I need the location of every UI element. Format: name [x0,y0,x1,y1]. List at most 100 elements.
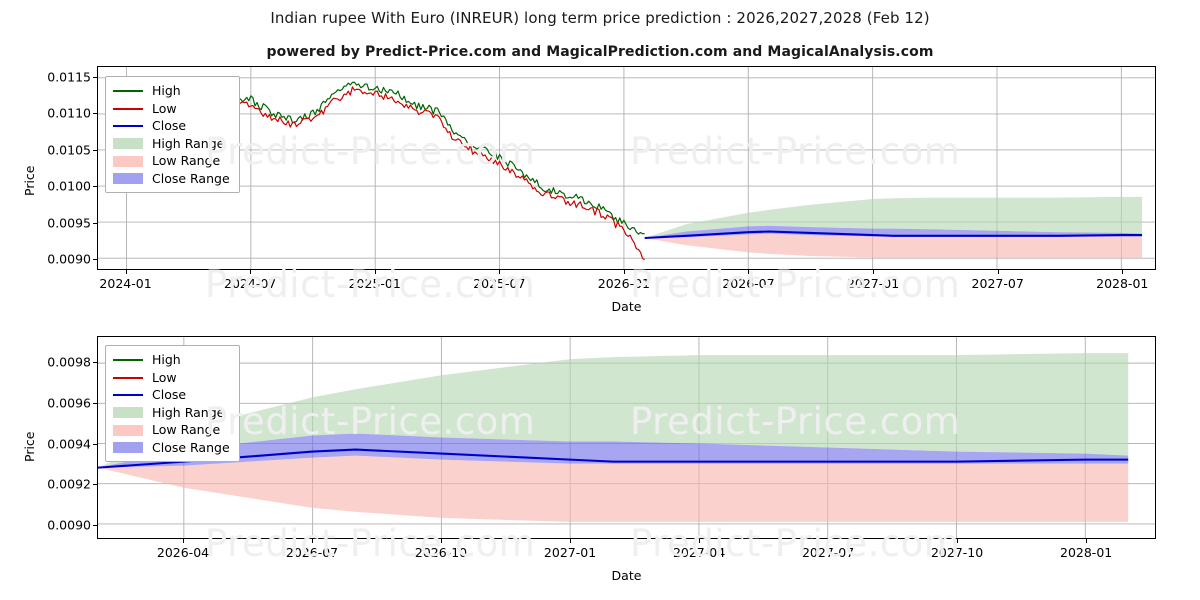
x-tick-mark [183,539,184,543]
y-tick-label: 0.0115 [47,69,91,85]
x-tick-mark [499,270,501,274]
legend-line-swatch-icon [113,119,143,132]
legend-item-high: High [113,351,230,369]
legend-patch-swatch-icon [113,423,143,436]
x-tick-mark [748,270,750,274]
y-tick-label: 0.0105 [47,142,91,158]
bottom-chart-x-axis-label: Date [611,568,642,583]
x-tick-label: 2028-01 [1096,276,1149,291]
legend-item-low: Low [113,369,230,387]
x-tick-label: 2025-01 [348,276,401,291]
x-tick-label: 2027-01 [543,545,597,560]
x-tick-mark [699,539,701,543]
y-tick-label: 0.0095 [47,215,91,231]
legend-line-swatch-icon [113,84,143,97]
x-tick-label: 2028-01 [1060,545,1113,560]
y-tick-mark [93,149,97,151]
legend-item-low-range: Low Range [113,152,230,170]
legend-item-high: High [113,82,230,100]
legend-item-close-range: Close Range [113,439,230,457]
y-tick-mark [93,484,97,486]
legend-line-swatch-icon [113,102,143,115]
x-tick-mark [374,270,376,274]
y-tick-mark [93,222,97,224]
legend-item-label: High [152,352,181,368]
x-tick-label: 2026-04 [156,545,210,560]
legend-item-high-range: High Range [113,135,230,153]
top-chart-plot-area [97,66,1156,270]
top-chart-legend: High Low Close High Range Low Range Close Ran… [105,76,240,193]
legend-item-label: Close Range [152,170,230,186]
x-tick-mark [828,539,830,543]
y-tick-mark [93,443,97,445]
legend-item-label: High Range [152,135,225,151]
bottom-chart-canvas [98,337,1155,538]
y-tick-label: 0.0094 [47,436,91,452]
legend-line-swatch-icon [113,388,143,401]
legend-patch-swatch-icon [113,172,143,185]
x-tick-label: 2027-04 [672,545,726,560]
x-tick-label: 2024-07 [224,276,277,291]
legend-patch-swatch-icon [113,137,143,150]
x-tick-mark [250,270,252,274]
y-tick-mark [93,113,97,115]
y-tick-label: 0.0090 [47,251,91,267]
y-tick-label: 0.0092 [47,476,91,492]
legend-item-high-range: High Range [113,404,230,422]
x-tick-mark [441,539,443,543]
x-tick-mark [312,539,314,543]
y-tick-label: 0.0090 [47,517,91,533]
x-tick-mark [957,539,959,543]
x-tick-mark [623,270,625,274]
legend-item-close: Close [113,117,230,135]
legend-item-label: Low [152,369,177,385]
page-subtitle: powered by Predict-Price.com and Magical… [266,44,934,60]
x-tick-mark [1086,539,1088,543]
x-tick-label: 2026-01 [597,276,651,291]
x-tick-label: 2026-07 [285,545,339,560]
legend-line-swatch-icon [113,371,143,384]
y-tick-mark [93,362,97,364]
legend-item-close-range: Close Range [113,170,230,188]
y-tick-mark [93,259,97,261]
y-tick-mark [93,524,97,526]
x-tick-label: 2027-01 [846,276,900,291]
legend-patch-swatch-icon [113,441,143,454]
y-tick-label: 0.0110 [47,105,91,121]
legend-item-low-range: Low Range [113,421,230,439]
page-title: Indian rupee With Euro (INREUR) long ter… [270,9,930,27]
top-chart-x-axis-label: Date [611,299,642,314]
bottom-chart-plot-area [97,336,1156,539]
legend-item-label: Close Range [152,439,230,455]
legend-item-label: Low [152,100,177,116]
legend-item-label: High Range [152,404,225,420]
x-tick-label: 2027-07 [971,276,1024,291]
legend-item-label: Low Range [152,422,221,438]
legend-patch-swatch-icon [113,154,143,167]
legend-item-low: Low [113,100,230,118]
y-tick-mark [93,76,97,78]
y-tick-label: 0.0098 [47,354,91,370]
x-tick-label: 2027-07 [801,545,855,560]
y-tick-mark [93,402,97,404]
x-tick-label: 2025-07 [473,276,526,291]
x-tick-label: 2027-10 [930,545,984,560]
x-tick-label: 2026-07 [722,276,775,291]
y-tick-label: 0.0100 [47,178,91,194]
legend-item-close: Close [113,386,230,404]
x-tick-mark [570,539,572,543]
x-tick-mark [125,270,127,274]
legend-patch-swatch-icon [113,406,143,419]
bottom-chart-legend: High Low Close High Range Low Range Close Ran… [105,345,240,462]
legend-item-label: Low Range [152,153,221,169]
top-chart-canvas [98,67,1155,269]
x-tick-mark [997,270,999,274]
legend-line-swatch-icon [113,353,143,366]
y-tick-mark [93,186,97,188]
legend-item-label: High [152,83,181,99]
legend-item-label: Close [152,387,187,403]
legend-item-label: Close [152,118,187,134]
x-tick-label: 2024-01 [99,276,152,291]
x-tick-mark [1122,270,1124,274]
